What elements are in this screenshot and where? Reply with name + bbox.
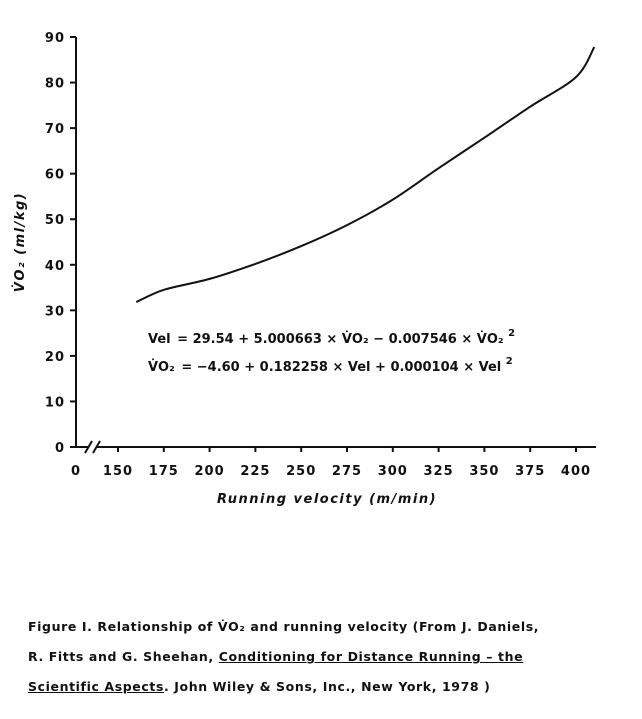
- vel-equation-lhs: Vel: [148, 332, 171, 347]
- x-tick-label: 325: [424, 464, 454, 479]
- caption-book-title-1: Conditioning for Distance Running – the: [218, 649, 524, 664]
- caption-publisher: . John Wiley & Sons, Inc., New York, 197…: [163, 679, 491, 694]
- vel-equation-rhs: = 29.54 + 5.000663 × V̇O₂ − 0.007546 × V…: [177, 332, 503, 347]
- y-tick-label: 80: [45, 77, 65, 92]
- x-tick-label: 200: [195, 464, 225, 479]
- vo2-equation-exponent: 2: [506, 356, 513, 367]
- tick-group: 0 10 20 30 40 50 60 70 80 90 0 150 175 200 225 250 275 30…: [45, 31, 591, 479]
- caption-intro: Figure I. Relationship of V̇O₂ and runni…: [28, 619, 540, 634]
- x-tick-label: 375: [515, 464, 545, 479]
- x-tick-label: 250: [286, 464, 316, 479]
- vo2-equation: V̇O₂ = −4.60 + 0.182258 × Vel + 0.000104…: [148, 356, 513, 375]
- vel-equation-exponent: 2: [508, 328, 515, 339]
- axis-break-mark: [92, 440, 101, 454]
- x-tick-label: 350: [469, 464, 499, 479]
- vo2-equation-rhs: = −4.60 + 0.182258 × Vel + 0.000104 × Ve…: [181, 360, 501, 375]
- vo2-equation-lhs: V̇O₂: [148, 360, 175, 375]
- y-tick-label: 20: [45, 350, 65, 365]
- caption-book-title-2: Scientific Aspects: [28, 679, 164, 694]
- vo2-curve-line: [135, 46, 596, 304]
- caption-authors: R. Fitts and G. Sheehan,: [28, 649, 219, 664]
- x-axis-label: Running velocity (m/min): [217, 492, 437, 507]
- x-tick-label: 275: [332, 464, 362, 479]
- axis-break-mark: [84, 440, 93, 454]
- x-tick-label: 400: [561, 464, 591, 479]
- y-tick-label: 10: [45, 395, 65, 410]
- y-tick-label: 70: [45, 122, 65, 137]
- y-axis-label: V̇O₂ (ml/kg): [13, 192, 28, 292]
- vel-equation: Vel = 29.54 + 5.000663 × V̇O₂ − 0.007546…: [148, 328, 515, 347]
- x-tick-label: 225: [240, 464, 270, 479]
- x-tick-label: 150: [103, 464, 133, 479]
- y-tick-label: 90: [45, 31, 65, 46]
- axes: [75, 37, 596, 454]
- y-tick-label: 60: [45, 168, 65, 183]
- y-tick-label: 50: [45, 213, 65, 228]
- vo2-velocity-chart: 0 10 20 30 40 50 60 70 80 90 0 150 175 200 225 250 275 30…: [13, 31, 596, 507]
- x-tick-label: 175: [149, 464, 179, 479]
- x-tick-label: 300: [378, 464, 408, 479]
- y-tick-label: 30: [45, 304, 65, 319]
- y-tick-label: 0: [55, 441, 65, 456]
- figure-caption: Figure I. Relationship of V̇O₂ and runni…: [28, 612, 628, 702]
- x-tick-label: 0: [71, 464, 81, 479]
- y-tick-label: 40: [45, 259, 65, 274]
